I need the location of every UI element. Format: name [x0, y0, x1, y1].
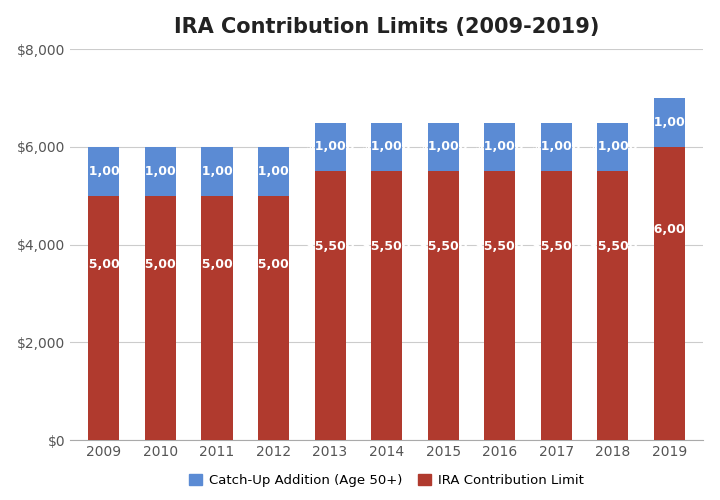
- Legend: Catch-Up Addition (Age 50+), IRA Contribution Limit: Catch-Up Addition (Age 50+), IRA Contrib…: [184, 468, 589, 492]
- Bar: [89, 196, 120, 440]
- Text: $5,500: $5,500: [475, 240, 524, 253]
- Text: $1,000: $1,000: [136, 165, 184, 178]
- Text: $5,500: $5,500: [362, 240, 411, 253]
- Bar: [598, 122, 629, 172]
- Bar: [202, 196, 233, 440]
- Bar: [484, 172, 516, 440]
- Text: $1,000: $1,000: [80, 165, 128, 178]
- Text: $1,000: $1,000: [249, 165, 298, 178]
- Text: $1,000: $1,000: [306, 140, 354, 153]
- Bar: [145, 196, 176, 440]
- Bar: [202, 147, 233, 196]
- Text: $1,000: $1,000: [532, 140, 580, 153]
- Bar: [428, 122, 459, 172]
- Bar: [258, 196, 289, 440]
- Title: IRA Contribution Limits (2009-2019): IRA Contribution Limits (2009-2019): [174, 16, 599, 36]
- Text: $5,500: $5,500: [306, 240, 354, 253]
- Bar: [654, 98, 685, 147]
- Text: $5,000: $5,000: [193, 258, 241, 270]
- Bar: [315, 172, 346, 440]
- Text: $1,000: $1,000: [362, 140, 411, 153]
- Bar: [371, 172, 402, 440]
- Text: $5,500: $5,500: [532, 240, 580, 253]
- Bar: [89, 147, 120, 196]
- Bar: [541, 122, 572, 172]
- Bar: [315, 122, 346, 172]
- Bar: [258, 147, 289, 196]
- Text: $5,500: $5,500: [588, 240, 637, 253]
- Bar: [428, 172, 459, 440]
- Text: $5,000: $5,000: [136, 258, 184, 270]
- Text: $1,000: $1,000: [645, 116, 693, 129]
- Text: $5,000: $5,000: [249, 258, 298, 270]
- Text: $1,000: $1,000: [588, 140, 637, 153]
- Bar: [654, 147, 685, 440]
- Bar: [598, 172, 629, 440]
- Text: $5,000: $5,000: [80, 258, 128, 270]
- Bar: [484, 122, 516, 172]
- Bar: [541, 172, 572, 440]
- Text: $1,000: $1,000: [475, 140, 524, 153]
- Bar: [371, 122, 402, 172]
- Text: $1,000: $1,000: [193, 165, 241, 178]
- Text: $5,500: $5,500: [419, 240, 467, 253]
- Bar: [145, 147, 176, 196]
- Text: $6,000: $6,000: [645, 222, 693, 235]
- Text: $1,000: $1,000: [419, 140, 467, 153]
